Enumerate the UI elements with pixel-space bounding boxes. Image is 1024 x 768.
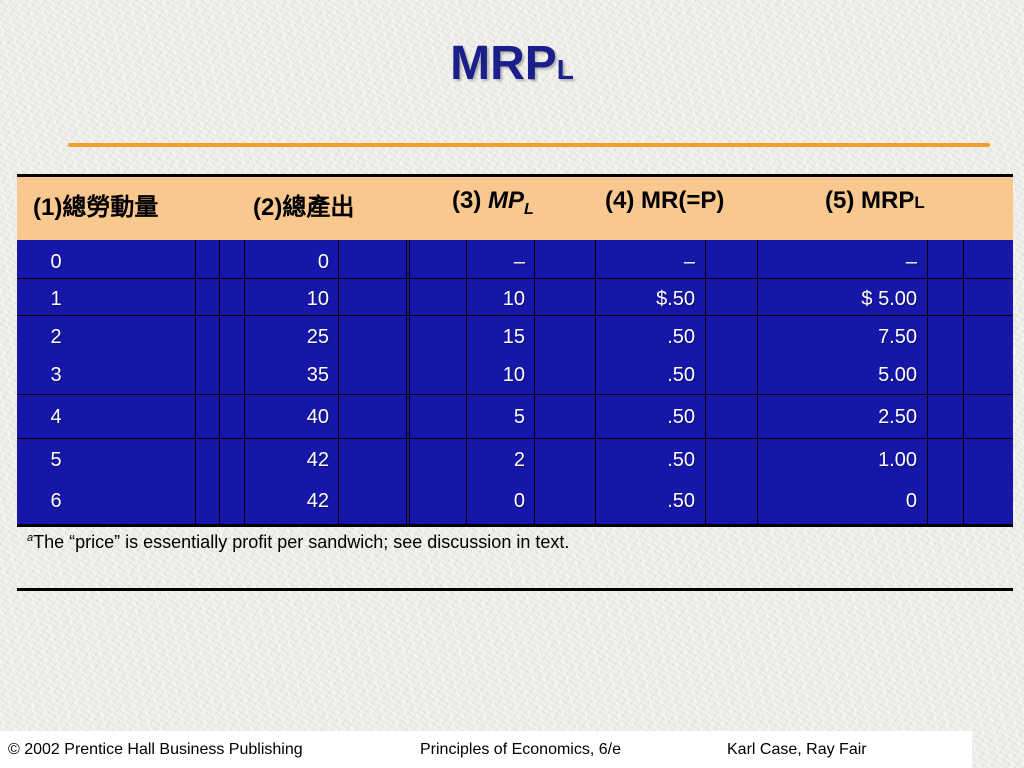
cell-output: 42 (306, 449, 329, 471)
footer-authors: Karl Case, Ray Fair (727, 741, 867, 758)
footer-copyright: © 2002 Prentice Hall Business Publishing (8, 741, 303, 758)
header-mrpl: (5) MRPL (825, 187, 925, 215)
column-divider (927, 240, 928, 524)
cell-mrpl: 0 (905, 490, 917, 512)
row-divider (17, 315, 1013, 316)
header-mrpl-main: (5) MRP (825, 187, 915, 214)
cell-mrpl: 1.00 (878, 449, 917, 471)
footer-book-title: Principles of Economics, 6/e (420, 741, 621, 758)
cell-mpl: 0 (513, 490, 525, 512)
footnote-marker: a (27, 532, 34, 544)
cell-output: 42 (306, 490, 329, 512)
cell-mrpl: $ 5.00 (861, 288, 917, 310)
cell-labor: 6 (50, 490, 62, 512)
row-divider (17, 278, 1013, 279)
column-divider (406, 240, 407, 524)
cell-output: 10 (306, 288, 329, 310)
column-divider (466, 240, 467, 524)
cell-labor: 5 (50, 449, 62, 471)
cell-output: 25 (306, 326, 329, 348)
header-mr: (4) MR(=P) (605, 187, 725, 214)
table-body: 0 0 – – – 1 10 10 $.50 $ 5.00 2 25 15 .5… (17, 240, 1013, 524)
slide-title-subscript: L (556, 54, 574, 85)
column-divider (534, 240, 535, 524)
cell-mpl: 10 (502, 288, 525, 310)
column-divider (757, 240, 758, 524)
cell-mrpl: 7.50 (878, 326, 917, 348)
cell-mr: .50 (667, 326, 695, 348)
header-labor: (1)總勞動量 (33, 194, 159, 221)
row-divider (17, 438, 1013, 439)
header-mpl-main: MP (488, 187, 524, 214)
cell-mr: – (683, 251, 695, 273)
cell-mr: .50 (667, 406, 695, 428)
cell-labor: 1 (50, 288, 62, 310)
header-output: (2)總產出 (253, 194, 355, 221)
cell-mr: $.50 (656, 288, 695, 310)
cell-mpl: 2 (513, 449, 525, 471)
cell-mr: .50 (667, 490, 695, 512)
column-divider (219, 240, 220, 524)
column-divider (244, 240, 245, 524)
cell-mr: .50 (667, 364, 695, 386)
cell-labor: 3 (50, 364, 62, 386)
cell-mpl: 10 (502, 364, 525, 386)
footnote-text: The “price” is essentially profit per sa… (33, 532, 570, 552)
column-divider (595, 240, 596, 524)
cell-output: 40 (306, 406, 329, 428)
cell-mpl: – (513, 251, 525, 273)
cell-mrpl: 2.50 (878, 406, 917, 428)
slide-footer: © 2002 Prentice Hall Business Publishing… (0, 731, 972, 768)
table-bottom-rule (17, 524, 1013, 527)
table-footnote: aThe “price” is essentially profit per s… (27, 532, 569, 553)
cell-output: 35 (306, 364, 329, 386)
header-mpl-sub: L (524, 200, 534, 218)
cell-labor: 2 (50, 326, 62, 348)
cell-output: 0 (317, 251, 329, 273)
cell-mpl: 15 (502, 326, 525, 348)
row-divider (17, 394, 1013, 395)
cell-mrpl: – (905, 251, 917, 273)
cell-mr: .50 (667, 449, 695, 471)
column-divider (338, 240, 339, 524)
header-mpl: (3) MPL (452, 187, 534, 219)
table-header: (1)總勞動量 (2)總產出 (3) MPL (4) MR(=P) (5) MR… (17, 177, 1013, 240)
column-divider (195, 240, 196, 524)
header-mrpl-sub: L (914, 193, 925, 212)
cell-labor: 0 (50, 251, 62, 273)
cell-mpl: 5 (513, 406, 525, 428)
title-divider (68, 143, 990, 147)
table-top-rule (17, 174, 1013, 177)
cell-labor: 4 (50, 406, 62, 428)
header-mpl-prefix: (3) (452, 187, 488, 214)
slide-title: MRPL (0, 34, 1024, 100)
column-divider (963, 240, 964, 524)
cell-mrpl: 5.00 (878, 364, 917, 386)
column-divider (705, 240, 706, 524)
column-divider (409, 240, 410, 524)
slide-title-main: MRP (450, 37, 557, 90)
footnote-rule (17, 588, 1013, 591)
